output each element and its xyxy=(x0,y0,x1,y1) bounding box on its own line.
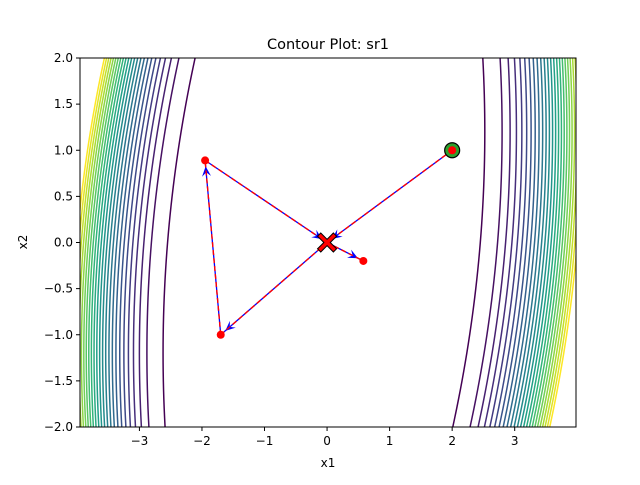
contour-line xyxy=(111,58,146,427)
path-point xyxy=(359,256,368,265)
contour-line xyxy=(127,58,162,427)
path-segment xyxy=(326,149,453,244)
contour-line xyxy=(115,58,149,427)
contour-line xyxy=(80,58,106,217)
contour-line xyxy=(548,248,576,427)
contour-line xyxy=(132,58,167,427)
contour-line xyxy=(506,58,540,427)
x-axis-label: x1 xyxy=(321,456,336,470)
y-tick-label: 0.5 xyxy=(54,189,73,203)
contour-line xyxy=(513,58,547,427)
contour-line xyxy=(483,58,518,427)
contour-line xyxy=(519,58,554,427)
contour-line xyxy=(98,58,133,427)
contour-line xyxy=(104,58,139,427)
x-tick-label: −1 xyxy=(256,434,274,448)
contour-line xyxy=(536,58,571,427)
y-tick-label: 1.5 xyxy=(54,97,73,111)
contour-line xyxy=(452,58,486,427)
contour-line xyxy=(108,58,142,427)
y-tick-label: −0.5 xyxy=(44,282,73,296)
contour-line xyxy=(539,58,573,427)
plot-frame xyxy=(79,57,577,428)
path-point xyxy=(216,330,225,339)
optimum-marker xyxy=(316,232,338,253)
path-segment xyxy=(204,160,222,335)
x-tick-label: −2 xyxy=(193,434,211,448)
contour-line xyxy=(502,58,536,427)
contour-line xyxy=(146,58,180,427)
optimization-path xyxy=(201,142,461,339)
contour-line xyxy=(477,58,511,427)
contour-line xyxy=(522,58,557,427)
contour-line xyxy=(101,58,136,427)
contour-line xyxy=(118,58,153,427)
path-point xyxy=(448,146,457,155)
contour-line xyxy=(80,58,110,272)
contour-line xyxy=(80,58,108,241)
contour-line xyxy=(528,58,563,427)
contour-line xyxy=(80,58,115,427)
contour-line xyxy=(493,58,528,427)
path-point xyxy=(201,156,210,165)
contour-line xyxy=(85,58,120,427)
y-axis-label: x2 xyxy=(16,235,30,250)
contour-line xyxy=(531,58,565,427)
x-tick-label: 0 xyxy=(323,434,331,448)
contour-line xyxy=(489,58,523,427)
path-segment xyxy=(326,241,364,262)
contour-line xyxy=(544,58,576,427)
contour-line xyxy=(93,58,127,427)
path-arrow-shaft xyxy=(220,242,328,336)
y-tick-label: 2.0 xyxy=(54,51,73,65)
path-segment xyxy=(204,159,328,244)
contour-line xyxy=(534,58,568,427)
contour-line xyxy=(541,58,576,427)
x-tick-label: −3 xyxy=(131,434,149,448)
path-arrow-head xyxy=(347,249,358,259)
contour-line xyxy=(469,58,503,427)
contour-line xyxy=(525,58,560,427)
y-tick-label: −2.0 xyxy=(44,420,73,434)
contour-line xyxy=(546,216,576,427)
contour-line xyxy=(138,58,173,427)
contour-line xyxy=(90,58,125,427)
y-tick-label: −1.0 xyxy=(44,328,73,342)
chart-title: Contour Plot: sr1 xyxy=(267,37,389,53)
x-tick-label: 3 xyxy=(511,434,519,448)
contour-line xyxy=(162,58,196,427)
contour-line xyxy=(96,58,130,427)
contour-line xyxy=(509,58,544,427)
contour-line xyxy=(498,58,532,427)
y-tick-label: 0.0 xyxy=(54,236,73,250)
contour-line xyxy=(83,58,117,427)
y-tick-label: 1.0 xyxy=(54,143,73,157)
contour-line xyxy=(88,58,122,427)
contour-line xyxy=(80,58,112,427)
x-tick-label: 2 xyxy=(448,434,456,448)
contour-lines xyxy=(80,58,576,427)
contour-line xyxy=(516,58,551,427)
x-tick-label: 1 xyxy=(386,434,394,448)
contour-line xyxy=(123,58,157,427)
axis-ticks: −3 −2 −1 0 1 2 3 −2.0 −1.5 −1.0 −0.5 0.0 0.5 1.0 1.5 2.… xyxy=(44,51,519,448)
y-tick-label: −1.5 xyxy=(44,374,73,388)
